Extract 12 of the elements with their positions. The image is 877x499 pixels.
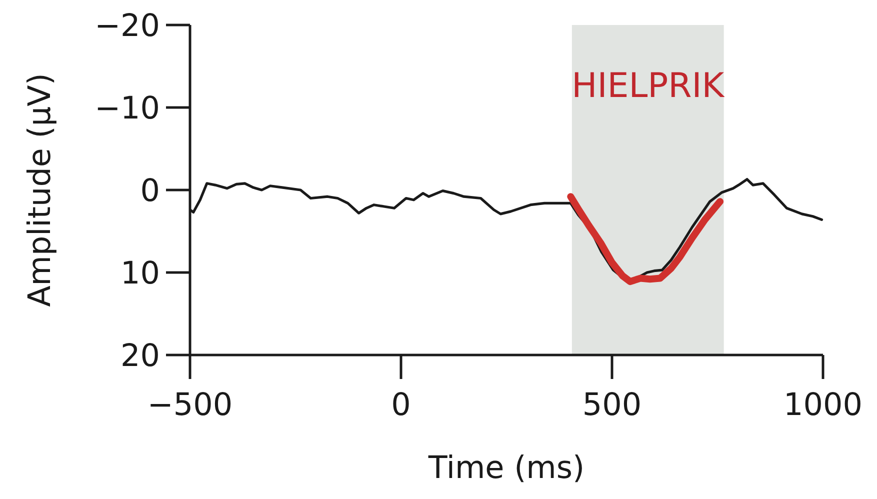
y-tick-label: 20: [120, 338, 160, 374]
x-tick-label: 1000: [784, 387, 862, 423]
x-tick-label: −500: [147, 387, 233, 423]
x-tick-label: 500: [582, 387, 642, 423]
y-axis-title: Amplitude (µV): [22, 73, 58, 307]
x-tick-label: 0: [391, 387, 411, 423]
y-tick-label: 10: [120, 255, 160, 292]
band-label: HIELPRIK: [572, 66, 726, 106]
y-tick-label: −10: [94, 90, 160, 126]
x-axis-title: Time (ms): [427, 450, 585, 486]
y-tick-label: 0: [140, 172, 160, 209]
y-tick-label: −20: [94, 8, 160, 44]
